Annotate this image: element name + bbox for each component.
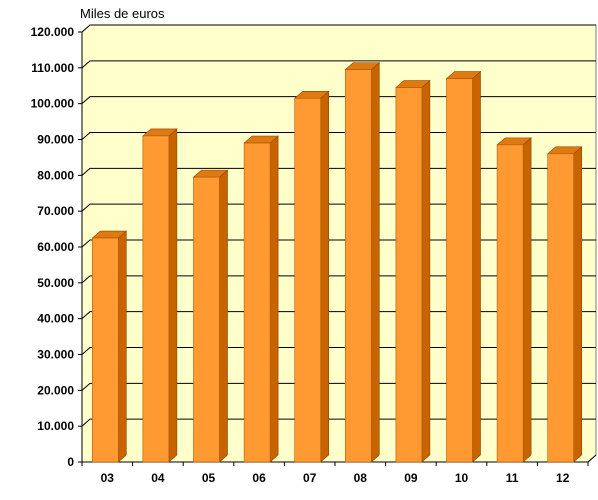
y-tick-label: 110.000 xyxy=(31,61,74,75)
bar xyxy=(445,70,482,463)
bar xyxy=(91,230,128,463)
y-tick-label: 50.000 xyxy=(37,276,74,290)
bar-front xyxy=(446,78,473,463)
y-tick-label: 90.000 xyxy=(37,133,74,147)
bar-side xyxy=(522,137,532,463)
y-tick-label: 40.000 xyxy=(37,312,74,326)
bar-front xyxy=(243,142,271,463)
bar xyxy=(344,61,381,463)
y-tick-label: 0 xyxy=(67,455,74,469)
bar-front xyxy=(193,176,220,463)
x-tick-label: 08 xyxy=(354,471,368,485)
bar-front xyxy=(142,135,170,463)
bar xyxy=(192,169,229,463)
x-tick-label: 11 xyxy=(506,471,519,485)
bars xyxy=(91,61,583,463)
bar-front xyxy=(294,97,322,463)
bar-side xyxy=(421,79,431,463)
y-tick-label: 70.000 xyxy=(37,204,74,218)
bar-side xyxy=(370,61,380,463)
bar xyxy=(496,137,532,463)
bar xyxy=(395,79,431,463)
x-tick-label: 12 xyxy=(556,471,570,485)
y-tick-labels: 0 10.000 20.000 30.000 40.000 50.000 60.000 70.… xyxy=(31,25,75,469)
x-tick-label: 06 xyxy=(252,471,266,485)
bar xyxy=(243,135,279,463)
x-tick-label: 05 xyxy=(202,471,216,485)
x-tick-labels: 03 04 05 06 07 08 09 10 11 12 xyxy=(101,471,570,485)
bar-side xyxy=(573,146,583,463)
y-tick-label: 20.000 xyxy=(37,383,74,397)
bar-side xyxy=(219,169,228,463)
x-tick-label: 04 xyxy=(151,471,165,485)
y-tick-label: 30.000 xyxy=(37,348,74,362)
x-tick-label: 10 xyxy=(455,471,469,485)
bar xyxy=(142,128,178,463)
y-axis-label: Miles de euros xyxy=(80,6,165,21)
y-tick-label: 80.000 xyxy=(37,168,74,182)
y-tick-label: 10.000 xyxy=(37,419,74,433)
bar-front xyxy=(547,153,575,463)
y-tick-label: 60.000 xyxy=(37,240,74,254)
bar-side xyxy=(320,90,330,463)
bar-side xyxy=(118,230,127,463)
bar-front xyxy=(92,237,119,463)
bar xyxy=(293,90,330,463)
bar-front xyxy=(395,87,423,463)
bar-side xyxy=(168,128,178,463)
gridline xyxy=(81,24,596,33)
x-tick-label: 09 xyxy=(404,471,418,485)
x-tick-label: 07 xyxy=(303,471,317,485)
bar-side xyxy=(269,135,279,463)
bar-front xyxy=(344,69,372,463)
x-tick-label: 03 xyxy=(101,471,115,485)
y-tick-label: 120.000 xyxy=(31,25,75,39)
bar-front xyxy=(496,144,524,463)
bar xyxy=(546,146,583,463)
bar-side xyxy=(472,70,481,463)
gridline xyxy=(81,60,596,69)
y-tick-label: 100.000 xyxy=(31,97,75,111)
